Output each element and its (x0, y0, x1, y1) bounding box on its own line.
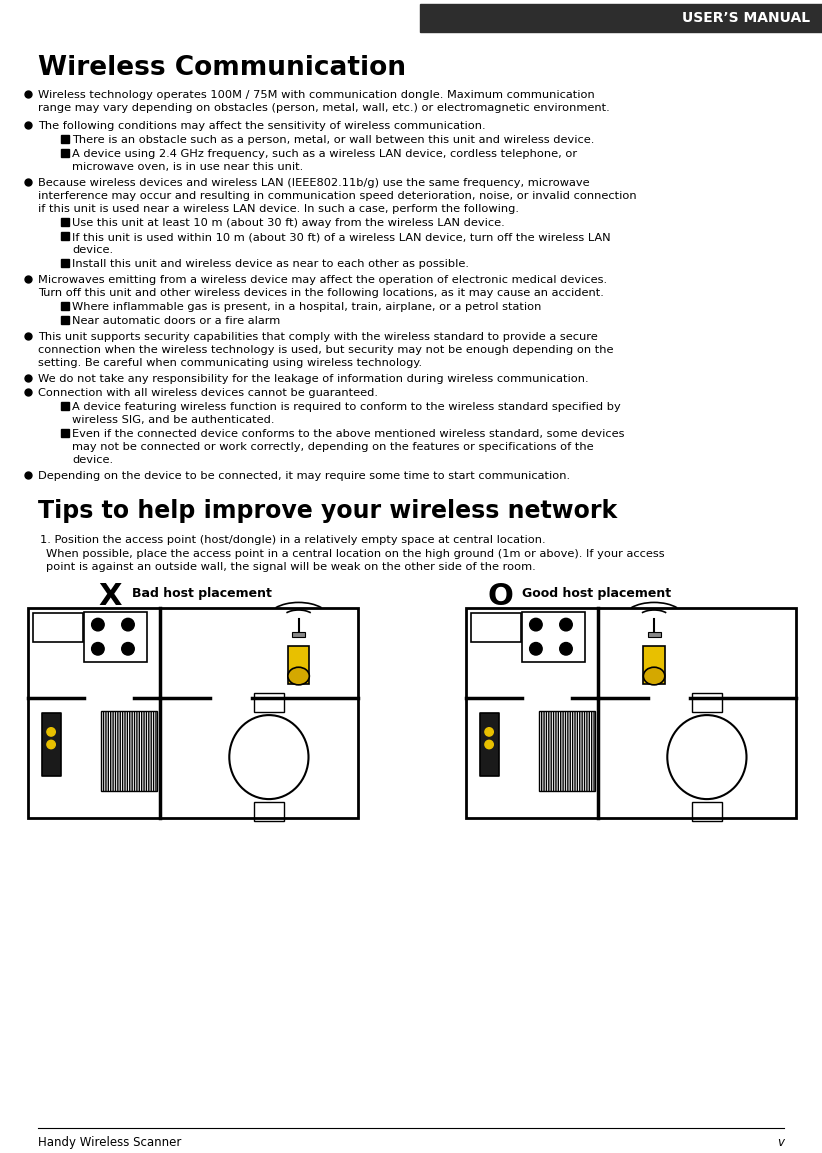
Text: Bad host placement: Bad host placement (132, 587, 272, 600)
Text: A device using 2.4 GHz frequency, such as a wireless LAN device, cordless teleph: A device using 2.4 GHz frequency, such a… (72, 149, 577, 159)
Bar (61, 302, 69, 310)
Bar (61, 429, 69, 437)
Ellipse shape (288, 668, 309, 685)
Bar (254, 693, 284, 711)
Circle shape (47, 728, 55, 736)
Text: v: v (777, 1136, 784, 1150)
Circle shape (122, 642, 134, 655)
Text: microwave oven, is in use near this unit.: microwave oven, is in use near this unit… (72, 163, 303, 172)
Text: wireless SIG, and be authenticated.: wireless SIG, and be authenticated. (72, 415, 275, 425)
Bar (61, 232, 69, 240)
Text: USER’S MANUAL: USER’S MANUAL (682, 12, 810, 25)
Text: device.: device. (72, 455, 113, 465)
Ellipse shape (667, 715, 746, 799)
Circle shape (485, 740, 493, 748)
Bar (61, 135, 69, 143)
Text: may not be connected or work correctly, depending on the features or specificati: may not be connected or work correctly, … (72, 442, 593, 452)
Bar (100, 711, 157, 791)
Text: Near automatic doors or a fire alarm: Near automatic doors or a fire alarm (72, 316, 280, 326)
Text: O: O (487, 582, 513, 611)
Text: When possible, place the access point in a central location on the high ground (: When possible, place the access point in… (46, 549, 665, 559)
Text: Tips to help improve your wireless network: Tips to help improve your wireless netwo… (38, 499, 617, 523)
Bar (61, 149, 69, 157)
Bar (254, 802, 284, 821)
Circle shape (529, 642, 543, 655)
Text: Because wireless devices and wireless LAN (IEEE802.11b/g) use the same frequency: Because wireless devices and wireless LA… (38, 178, 589, 188)
Bar (84, 612, 147, 663)
Text: setting. Be careful when communicating using wireless technology.: setting. Be careful when communicating u… (38, 357, 423, 368)
Bar (648, 632, 661, 638)
Text: A device featuring wireless function is required to conform to the wireless stan: A device featuring wireless function is … (72, 402, 621, 412)
Text: If this unit is used within 10 m (about 30 ft) of a wireless LAN device, turn of: If this unit is used within 10 m (about … (72, 232, 611, 242)
Text: Wireless Communication: Wireless Communication (38, 55, 406, 81)
Circle shape (529, 618, 543, 631)
Bar (61, 402, 69, 410)
Text: This unit supports security capabilities that comply with the wireless standard : This unit supports security capabilities… (38, 332, 598, 342)
Bar (61, 218, 69, 226)
Bar (644, 646, 665, 684)
Text: The following conditions may affect the sensitivity of wireless communication.: The following conditions may affect the … (38, 121, 486, 131)
Text: We do not take any responsibility for the leakage of information during wireless: We do not take any responsibility for th… (38, 374, 589, 384)
Text: Use this unit at least 10 m (about 30 ft) away from the wireless LAN device.: Use this unit at least 10 m (about 30 ft… (72, 218, 505, 228)
Text: 1. Position the access point (host/dongle) in a relatively empty space at centra: 1. Position the access point (host/dongl… (40, 535, 546, 545)
Text: point is against an outside wall, the signal will be weak on the other side of t: point is against an outside wall, the si… (46, 562, 536, 572)
Bar (538, 711, 594, 791)
Circle shape (91, 618, 104, 631)
Bar (288, 646, 309, 684)
Text: Even if the connected device conforms to the above mentioned wireless standard, : Even if the connected device conforms to… (72, 429, 625, 439)
Bar (420, 3, 822, 32)
Bar (522, 612, 584, 663)
Bar (42, 713, 61, 776)
Text: range may vary depending on obstacles (person, metal, wall, etc.) or electromagn: range may vary depending on obstacles (p… (38, 103, 610, 113)
Ellipse shape (644, 668, 665, 685)
Text: Where inflammable gas is present, in a hospital, train, airplane, or a petrol st: Where inflammable gas is present, in a h… (72, 302, 542, 312)
Text: device.: device. (72, 244, 113, 255)
Text: interference may occur and resulting in communication speed deterioration, noise: interference may occur and resulting in … (38, 191, 636, 201)
Bar (33, 613, 82, 642)
Text: Install this unit and wireless device as near to each other as possible.: Install this unit and wireless device as… (72, 259, 469, 269)
Text: Wireless technology operates 100M / 75M with communication dongle. Maximum commu: Wireless technology operates 100M / 75M … (38, 90, 595, 100)
Circle shape (122, 618, 134, 631)
Circle shape (560, 618, 572, 631)
Circle shape (91, 642, 104, 655)
Ellipse shape (229, 715, 308, 799)
Text: Depending on the device to be connected, it may require some time to start commu: Depending on the device to be connected,… (38, 470, 570, 481)
Bar (61, 259, 69, 267)
Circle shape (485, 728, 493, 736)
Bar (471, 613, 520, 642)
Bar (479, 713, 499, 776)
Text: Handy Wireless Scanner: Handy Wireless Scanner (38, 1136, 182, 1150)
Circle shape (560, 642, 572, 655)
Text: X: X (99, 582, 122, 611)
Bar (692, 693, 722, 711)
Text: Good host placement: Good host placement (522, 587, 671, 600)
Bar (28, 608, 358, 817)
Text: There is an obstacle such as a person, metal, or wall between this unit and wire: There is an obstacle such as a person, m… (72, 135, 594, 145)
Bar (292, 632, 305, 638)
Text: Connection with all wireless devices cannot be guaranteed.: Connection with all wireless devices can… (38, 389, 378, 398)
Circle shape (47, 740, 55, 748)
Bar (61, 316, 69, 324)
Text: connection when the wireless technology is used, but security may not be enough : connection when the wireless technology … (38, 345, 613, 355)
Text: Microwaves emitting from a wireless device may affect the operation of electroni: Microwaves emitting from a wireless devi… (38, 276, 607, 285)
Text: Turn off this unit and other wireless devices in the following locations, as it : Turn off this unit and other wireless de… (38, 288, 604, 297)
Text: if this unit is used near a wireless LAN device. In such a case, perform the fol: if this unit is used near a wireless LAN… (38, 204, 519, 214)
Bar (692, 802, 722, 821)
Bar (466, 608, 796, 817)
